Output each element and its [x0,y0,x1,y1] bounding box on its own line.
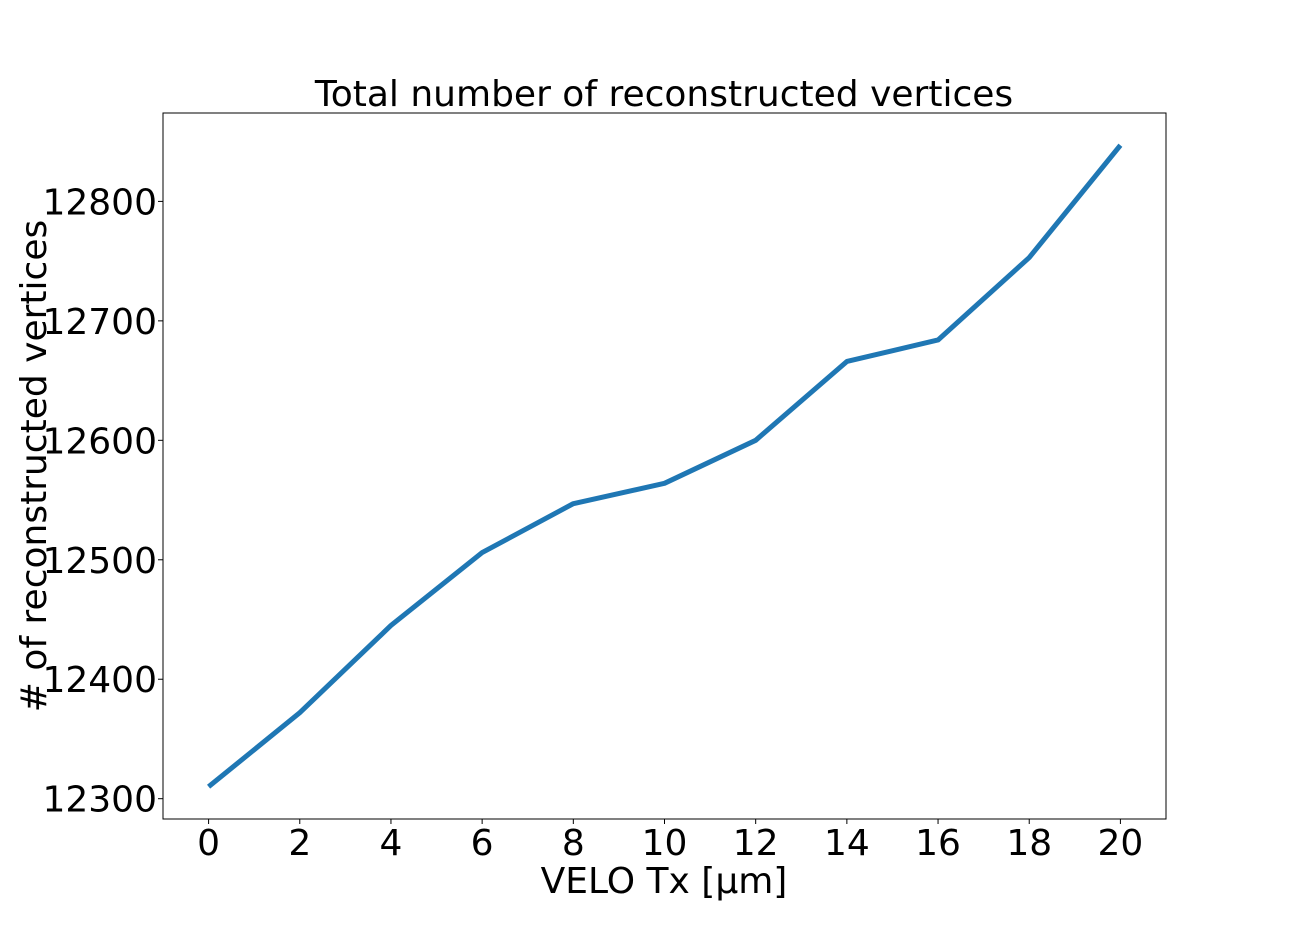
x-tick-label: 20 [1098,823,1144,864]
chart-title: Total number of reconstructed vertices [314,74,1013,115]
x-tick-label: 4 [380,823,403,864]
series-line [209,145,1121,786]
plot-frame [163,113,1166,819]
y-tick-label: 12300 [42,780,157,821]
x-axis: 0 2 4 6 8 10 12 14 16 18 20 [197,819,1143,864]
y-tick-label: 12800 [42,182,157,223]
y-axis-label: # of reconstructed vertices [14,220,55,712]
x-tick-label: 18 [1006,823,1052,864]
x-tick-label: 0 [197,823,220,864]
series-layer [209,145,1121,787]
y-tick-label: 12400 [42,660,157,701]
y-tick-label: 12600 [42,421,157,462]
x-tick-label: 12 [733,823,779,864]
y-axis: 12300 12400 12500 12600 12700 12800 [42,182,163,820]
y-tick-label: 12500 [42,541,157,582]
y-tick-label: 12700 [42,302,157,343]
x-tick-label: 14 [824,823,870,864]
x-tick-label: 16 [915,823,961,864]
x-axis-label: VELO Tx [μm] [541,861,788,902]
x-tick-label: 8 [562,823,585,864]
x-tick-label: 2 [288,823,311,864]
x-tick-label: 10 [642,823,688,864]
x-tick-label: 6 [471,823,494,864]
